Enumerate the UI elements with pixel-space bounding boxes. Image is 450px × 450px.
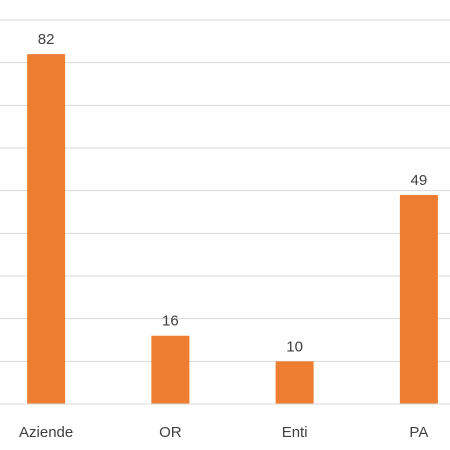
data-label-or: 16	[162, 313, 179, 330]
x-tick-label-enti: Enti	[282, 424, 308, 441]
x-tick-label-or: OR	[159, 424, 182, 441]
bar-pa	[399, 194, 438, 404]
gridlines	[0, 19, 450, 362]
bar-aziende	[27, 54, 66, 405]
bar-or	[151, 335, 190, 404]
x-axis-tick-labels: Aziende OR Enti PA	[19, 424, 428, 441]
x-tick-label-pa: PA	[409, 424, 428, 441]
data-label-pa: 49	[411, 172, 428, 189]
data-labels: 82 16 10 49	[38, 31, 427, 355]
bar-enti	[275, 361, 314, 404]
x-tick-label-aziende: Aziende	[19, 424, 73, 441]
data-label-enti: 10	[286, 338, 303, 355]
bars	[27, 54, 438, 405]
data-label-aziende: 82	[38, 31, 55, 48]
